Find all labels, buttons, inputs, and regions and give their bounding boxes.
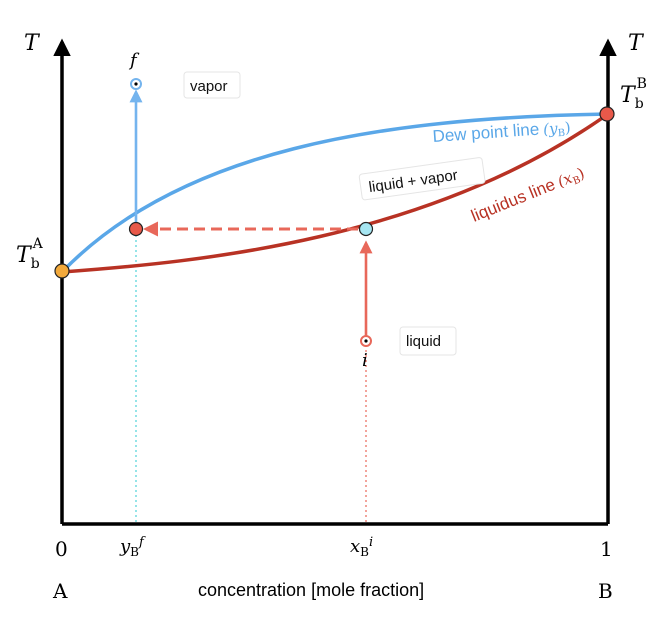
x-max-label: 1 — [600, 537, 613, 561]
xb-i-tick-label: xBi — [350, 535, 373, 559]
two-phase-region-label: liquid + vapor — [358, 157, 486, 201]
component-b-label: B — [598, 579, 613, 603]
liquidus-intersection-point — [358, 221, 374, 237]
component-a-label: A — [52, 579, 68, 603]
yb-f-tick-label: yBf — [119, 535, 146, 559]
liquidus-curve — [61, 112, 610, 274]
point-i-center — [364, 339, 368, 343]
vapor-region-label: vapor — [183, 71, 241, 99]
tb-a-label: TbA — [16, 236, 44, 272]
liquidus-line-label: liquidus line(xB) — [468, 163, 587, 228]
i-label: i — [362, 350, 368, 371]
tb-a-point — [54, 263, 70, 279]
point-f-center — [134, 82, 138, 86]
tb-b-point — [599, 106, 615, 122]
left-axis-label: T — [24, 31, 41, 56]
dew-intersection-point — [128, 221, 144, 237]
x-min-label: 0 — [55, 537, 68, 561]
svg-text:liquid: liquid — [406, 333, 441, 350]
liquid-region-label: liquid — [399, 326, 457, 356]
dew-point-curve — [60, 112, 609, 274]
x-axis-label: concentration [mole fraction] — [198, 580, 424, 600]
svg-text:vapor: vapor — [190, 78, 228, 95]
tb-b-label: TbB — [620, 76, 647, 112]
f-label: f — [128, 50, 140, 71]
right-axis-label: T — [628, 31, 645, 56]
